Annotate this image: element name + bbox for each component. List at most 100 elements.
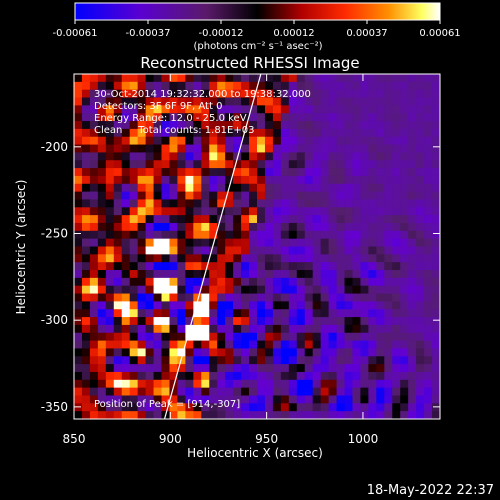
heatmap-cell (233, 191, 242, 200)
heatmap-cell (272, 395, 282, 404)
heatmap-cell (376, 199, 385, 208)
heatmap-cell (217, 324, 226, 334)
heatmap-cell (264, 222, 274, 232)
heatmap-cell (161, 121, 170, 130)
heatmap-cell (257, 128, 266, 138)
heatmap-cell (328, 128, 337, 138)
heatmap-cell (74, 152, 83, 161)
heatmap-cell (272, 128, 282, 138)
heatmap-cell (217, 97, 226, 106)
heatmap-cell (376, 207, 385, 216)
heatmap-cell (320, 136, 330, 145)
heatmap-cell (217, 168, 226, 177)
heatmap-cell (272, 199, 282, 208)
heatmap-cell (408, 97, 417, 106)
heatmap-cell (105, 340, 115, 349)
heatmap-cell (81, 105, 91, 114)
heatmap-cell (264, 395, 274, 404)
heatmap-cell (209, 128, 218, 138)
heatmap-cell (424, 168, 433, 177)
heatmap-cell (121, 168, 131, 177)
heatmap-cell (74, 262, 83, 271)
heatmap-cell (105, 144, 115, 153)
heatmap-cell (241, 136, 250, 145)
heatmap-cell (217, 285, 226, 294)
heatmap-cell (129, 207, 139, 216)
heatmap-cell (121, 379, 131, 389)
heatmap-cell (169, 324, 178, 334)
heatmap-cell (392, 379, 401, 389)
heatmap-cell (384, 324, 393, 334)
heatmap-cell (272, 317, 282, 326)
heatmap-cell (193, 183, 202, 193)
heatmap-cell (74, 168, 83, 177)
heatmap-cell (320, 371, 330, 381)
heatmap-cell (209, 277, 218, 287)
heatmap-cell (105, 356, 115, 365)
heatmap-cell (129, 191, 139, 200)
heatmap-cell (296, 113, 306, 122)
heatmap-cell (352, 113, 361, 122)
heatmap-cell (257, 81, 266, 91)
heatmap-cell (257, 270, 266, 279)
heatmap-cell (81, 340, 91, 349)
heatmap-cell (241, 270, 250, 279)
heatmap-cell (392, 262, 401, 271)
heatmap-cell (384, 356, 393, 365)
heatmap-cell (81, 356, 91, 365)
heatmap-cell (161, 371, 170, 381)
heatmap-cell (209, 113, 218, 122)
heatmap-cell (81, 121, 91, 130)
heatmap-cell (97, 348, 107, 357)
heatmap-cell (344, 246, 353, 255)
heatmap-cell (137, 74, 147, 83)
heatmap-cell (89, 348, 99, 357)
heatmap-cell (312, 254, 322, 263)
heatmap-cell (280, 152, 290, 161)
heatmap-cell (360, 371, 369, 381)
heatmap-cell (217, 364, 226, 373)
heatmap-cell (296, 254, 306, 263)
heatmap-cell (320, 222, 330, 232)
heatmap-cell (177, 105, 186, 114)
heatmap-cell (288, 317, 298, 326)
heatmap-cell (392, 364, 401, 373)
heatmap-cell (241, 230, 250, 240)
heatmap-cell (400, 356, 409, 365)
heatmap-cell (400, 207, 409, 216)
heatmap-cell (352, 128, 361, 138)
heatmap-cell (161, 215, 170, 224)
heatmap-cell (400, 152, 409, 161)
heatmap-cell (400, 403, 409, 412)
heatmap-cell (89, 387, 99, 396)
heatmap-cell (328, 411, 337, 419)
heatmap-cell (376, 395, 385, 404)
heatmap-cell (193, 411, 202, 419)
heatmap-cell (137, 168, 147, 177)
heatmap-cell (97, 262, 107, 271)
heatmap-cell (217, 175, 226, 185)
heatmap-cell (97, 128, 107, 138)
heatmap-cell (408, 175, 417, 185)
heatmap-cell (257, 324, 266, 334)
heatmap-cell (161, 356, 170, 365)
heatmap-cell (352, 270, 361, 279)
heatmap-cell (328, 262, 337, 271)
heatmap-cell (153, 215, 162, 224)
heatmap-cell (320, 105, 330, 114)
heatmap-cell (360, 340, 369, 349)
heatmap-cell (264, 332, 274, 341)
heatmap-cell (280, 81, 290, 91)
heatmap-cell (105, 293, 115, 302)
heatmap-cell (296, 89, 306, 98)
heatmap-cell (249, 301, 258, 310)
heatmap-cell (400, 348, 409, 357)
heatmap-cell (344, 285, 353, 294)
heatmap-cell (74, 411, 83, 419)
axes-ticks: 850 900 950 1000-200-250-300-350 (41, 74, 440, 446)
heatmap-cell (113, 317, 123, 326)
heatmap-cell (392, 356, 401, 365)
heatmap-cell (288, 105, 298, 114)
heatmap-cell (129, 270, 139, 279)
heatmap-cell (360, 97, 369, 106)
